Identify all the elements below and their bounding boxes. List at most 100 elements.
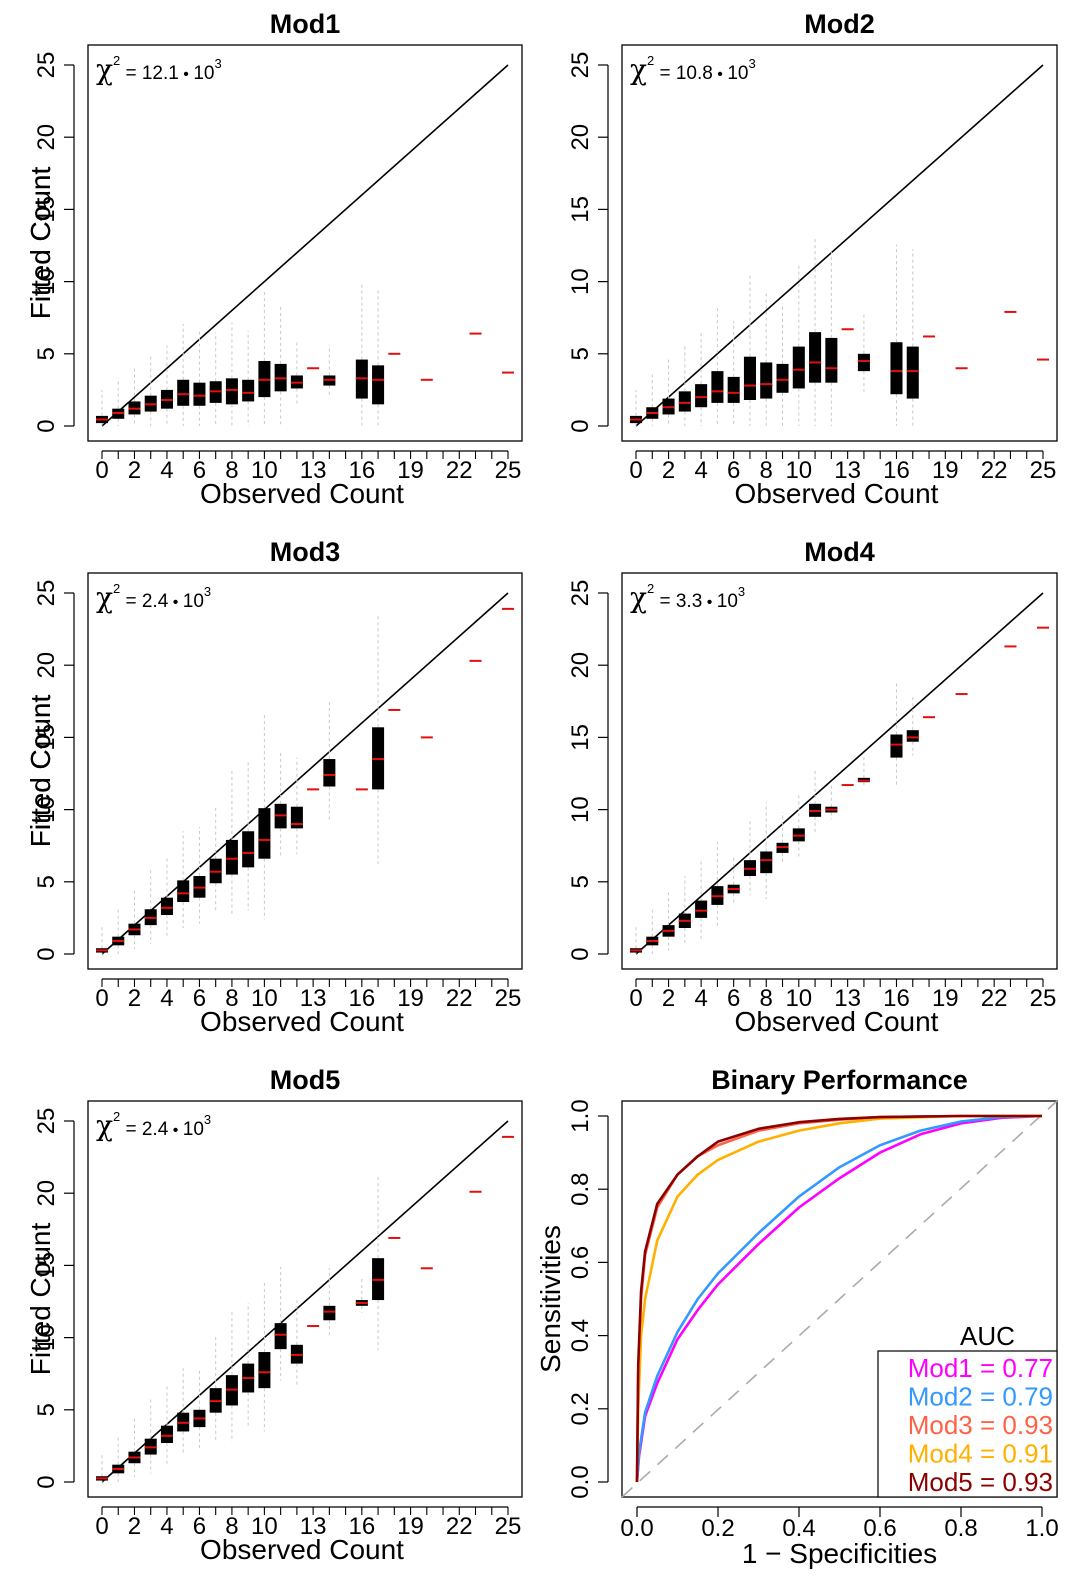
- y-tick-label: 0: [567, 947, 594, 960]
- x-axis-label: Observed Count: [200, 478, 404, 509]
- y-axis: 0 5 10 15 20 25: [567, 52, 609, 433]
- y-axis-label: Fitted Count: [25, 695, 56, 848]
- y-tick-label: 25: [33, 52, 60, 79]
- panel-title: Mod1: [270, 9, 341, 39]
- x-tick-label: 4: [694, 985, 707, 1012]
- x-axis-label: Observed Count: [735, 1006, 939, 1037]
- box: [258, 808, 271, 859]
- x-tick-label: 22: [446, 457, 473, 484]
- y-tick-label: 25: [33, 1108, 60, 1135]
- box: [809, 332, 822, 383]
- y-tick-label: 0.4: [567, 1319, 594, 1352]
- x-tick-label: 16: [348, 985, 375, 1012]
- x-tick-label: 8: [225, 1513, 238, 1540]
- x-tick-label: 13: [300, 457, 327, 484]
- y-axis: 0 5 10 15 20 25: [33, 1108, 75, 1489]
- box: [242, 379, 255, 402]
- x-tick-label: 22: [446, 985, 473, 1012]
- y-tick-label: 10: [33, 796, 60, 823]
- x-tick-label: 19: [397, 457, 424, 484]
- roc-curve-mod2: [635, 1114, 1043, 1483]
- box: [857, 353, 870, 372]
- x-tick-label: 0.6: [863, 1515, 896, 1542]
- x-tick-label: 19: [397, 985, 424, 1012]
- y-axis-label: Fitted Count: [25, 1223, 56, 1376]
- x-tick-label: 8: [760, 457, 773, 484]
- y-axis-label: Fitted Count: [25, 167, 56, 320]
- x-tick-label: 19: [932, 457, 959, 484]
- x-tick-label: 0: [95, 985, 108, 1012]
- box: [727, 376, 740, 403]
- x-axis-label: 1 − Specificities: [742, 1538, 937, 1569]
- y-axis-label: Sensitivities: [535, 1225, 566, 1373]
- x-tick-label: 6: [193, 1513, 206, 1540]
- y-tick-label: 0.0: [567, 1465, 594, 1498]
- y-tick-label: 20: [567, 124, 594, 151]
- box: [760, 851, 773, 874]
- whiskers: [635, 683, 914, 954]
- x-tick-label: 13: [300, 985, 327, 1012]
- x-tick-label: 0.2: [701, 1515, 734, 1542]
- box: [258, 1352, 271, 1389]
- x-tick-label: 25: [1030, 985, 1057, 1012]
- panel-title: Mod4: [804, 537, 875, 567]
- y-tick-label: 25: [567, 580, 594, 607]
- x-tick-label: 4: [160, 985, 173, 1012]
- box: [890, 342, 903, 395]
- y-tick-label: 1.0: [567, 1099, 594, 1132]
- x-tick-label: 25: [495, 985, 522, 1012]
- x-tick-label: 25: [495, 457, 522, 484]
- y-tick-label: 0.8: [567, 1173, 594, 1206]
- box: [906, 346, 919, 399]
- x-axis: 0 2 4 6 8 10 13 16 19 22 25: [95, 450, 522, 484]
- y-axis: 0 5 10 15 20 25: [567, 580, 609, 961]
- roc-curve-mod4: [635, 1114, 1042, 1483]
- y-axis: 0.0 0.2 0.4 0.6 0.8 1.0: [567, 1099, 609, 1499]
- y-tick-label: 20: [33, 1180, 60, 1207]
- x-tick-label: 16: [883, 457, 910, 484]
- box: [177, 379, 190, 406]
- y-tick-label: 20: [33, 124, 60, 151]
- y-tick-label: 25: [33, 580, 60, 607]
- x-tick-label: 6: [727, 985, 740, 1012]
- y-tick-label: 10: [33, 268, 60, 295]
- x-tick-label: 1.0: [1025, 1515, 1058, 1542]
- x-tick-label: 13: [834, 985, 861, 1012]
- x-tick-label: 10: [251, 457, 278, 484]
- box: [825, 337, 838, 383]
- legend-entry: Mod4 = 0.91: [908, 1439, 1053, 1469]
- box: [372, 365, 385, 405]
- x-tick-label: 0: [95, 1513, 108, 1540]
- legend-box: [877, 1350, 1058, 1498]
- y-tick-label: 5: [33, 347, 60, 360]
- roc-curve-mod1: [635, 1114, 1043, 1483]
- x-tick-label: 4: [160, 1513, 173, 1540]
- box: [177, 880, 190, 903]
- x-tick-label: 6: [727, 457, 740, 484]
- legend-entry: Mod5 = 0.93: [908, 1467, 1053, 1497]
- y-tick-label: 5: [33, 875, 60, 888]
- x-tick-label: 0: [95, 457, 108, 484]
- box: [274, 1323, 287, 1350]
- legend-entry: Mod1 = 0.77: [908, 1353, 1053, 1383]
- box: [160, 1425, 173, 1444]
- box: [323, 759, 336, 787]
- y-tick-label: 0: [33, 419, 60, 432]
- x-tick-label: 0: [629, 457, 642, 484]
- box: [323, 1305, 336, 1321]
- x-axis: 0.0 0.2 0.4 0.6 0.8 1.0: [620, 1506, 1059, 1542]
- identity-line: [101, 1120, 509, 1483]
- whiskers: [101, 282, 379, 426]
- x-tick-label: 4: [160, 457, 173, 484]
- x-tick-label: 0: [629, 985, 642, 1012]
- box: [743, 356, 756, 401]
- y-tick-label: 5: [567, 875, 594, 888]
- x-tick-label: 8: [760, 985, 773, 1012]
- x-tick-label: 2: [662, 457, 675, 484]
- plot-frame: [621, 1100, 1058, 1498]
